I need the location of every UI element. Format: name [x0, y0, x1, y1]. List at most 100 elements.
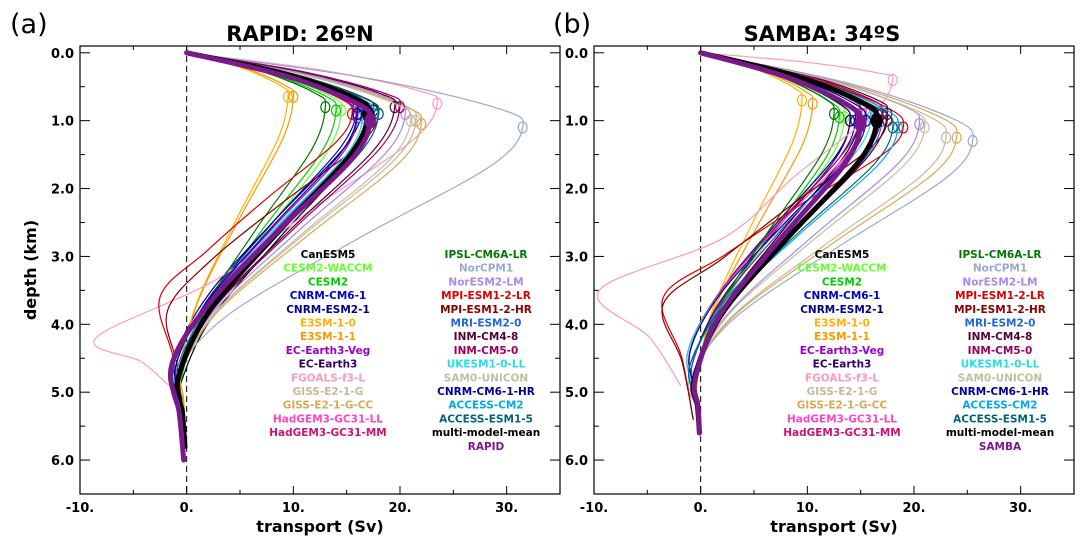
y-axis-label: depth (km): [21, 220, 40, 320]
legend-entry: CNRM-CM6-1-HR: [951, 386, 1049, 398]
legend-entry: MRI-ESM2-0: [965, 318, 1036, 330]
series-line-fgoals-f3-l: [93, 52, 439, 386]
legend-entry: NorESM2-LM: [448, 276, 523, 288]
legend-entry: NorCPM1: [459, 263, 513, 275]
legend-entry: INM-CM5-0: [454, 345, 519, 357]
x-tick-label: -10.: [66, 501, 94, 516]
x-tick-label: 10.: [282, 501, 305, 516]
panel-label: (b): [553, 9, 591, 40]
peak-marker-ipsl-cm6a-lr: [320, 100, 331, 114]
legend-entry: E3SM-1-0: [814, 318, 870, 330]
legend-entry: MPI-ESM1-2-LR: [441, 290, 531, 302]
peak-marker-cesm2: [330, 104, 342, 117]
x-tick-label: 30.: [495, 501, 518, 516]
legend-entry: CNRM-CM6-1-HR: [437, 386, 535, 398]
peak-marker-giss-e2-1-g: [940, 131, 952, 144]
legend-entry: CNRM-CM6-1: [290, 290, 367, 302]
peak-marker-norcpm1: [517, 121, 528, 134]
series-line-norcpm1: [687, 52, 974, 434]
peak-marker-cnrm-cm6-1-hr: [352, 107, 363, 120]
legend-entry: E3SM-1-1: [300, 331, 356, 343]
legend-entry: multi-model-mean: [432, 427, 540, 439]
legend-entry: SAM0-UNICON: [444, 372, 528, 384]
legend-entry: EC-Earth3-Veg: [286, 345, 371, 357]
y-tick-label: 4.0: [565, 318, 588, 333]
peak-marker-inm-cm4-8: [389, 100, 400, 114]
legend-entry: ACCESS-CM2: [448, 400, 523, 412]
peak-marker-noresm2-lm: [914, 117, 925, 131]
panel-samba: (b) SAMBA: 34ºS -10. 0. 10. 20. 30. 0.0 1.0 2.0 3.…: [553, 9, 1075, 536]
legend-entry: SAM0-UNICON: [958, 372, 1042, 384]
x-tick-label: 30.: [1009, 501, 1032, 516]
x-axis-label: transport (Sv): [256, 517, 383, 536]
peak-marker-e3sm-1-0: [796, 94, 808, 107]
peak-marker-access-esm1-5: [887, 121, 898, 134]
x-tick-label: 0.: [694, 501, 708, 516]
x-tick-label: -10.: [580, 501, 608, 516]
legend-entry: E3SM-1-1: [814, 331, 870, 343]
x-tick-label: 20.: [902, 501, 925, 516]
series-line-samba: [691, 50, 864, 436]
peak-marker-e3sm-1-1: [807, 97, 818, 110]
legend-entry: HadGEM3-GC31-LL: [787, 413, 897, 425]
y-tick-label: 1.0: [51, 115, 74, 130]
legend-entry: MPI-ESM1-2-LR: [955, 290, 1045, 302]
legend-entry: NorCPM1: [973, 263, 1027, 275]
peak-marker-samba: [854, 116, 867, 133]
legend-entry: ACCESS-ESM1-5: [953, 413, 1047, 425]
y-tick-label: 0.0: [51, 47, 74, 62]
x-tick-label: 0.: [180, 501, 194, 516]
legend-entry: MPI-ESM1-2-HR: [954, 304, 1046, 316]
legend-entry: SAMBA: [979, 441, 1022, 453]
legend-entry: FGOALS-f3-L: [291, 372, 365, 384]
y-tick-label: 6.0: [51, 454, 74, 469]
y-tick-label: 5.0: [565, 386, 588, 401]
legend-entry: RAPID: [468, 441, 505, 453]
peak-marker-inm-cm5-0: [394, 100, 406, 114]
y-tick-label: 2.0: [51, 183, 74, 198]
legend-entry: ACCESS-ESM1-5: [439, 413, 533, 425]
legend-entry: GISS-E2-1-G-CC: [797, 400, 888, 412]
series-group: [93, 50, 528, 463]
legend-entry: CESM2: [308, 276, 348, 288]
legend-entry: INM-CM5-0: [968, 345, 1033, 357]
plot-frame: [79, 45, 561, 495]
y-tick-label: 6.0: [565, 454, 588, 469]
peak-marker-cesm2: [834, 111, 845, 124]
peak-marker-sam0-unicon: [919, 121, 930, 134]
legend-entry: CanESM5: [815, 249, 870, 261]
panel-label: (a): [10, 9, 48, 40]
legend-entry: ACCESS-CM2: [962, 400, 1037, 412]
chart-title: RAPID: 26ºN: [226, 22, 373, 46]
series-group: [596, 50, 978, 436]
peak-marker-e3sm-1-0: [282, 90, 294, 104]
legend-entry: multi-model-mean: [946, 427, 1054, 439]
peak-marker-giss-e2-1-g-cc: [951, 131, 962, 144]
x-tick-label: 20.: [388, 501, 411, 516]
legend-entry: EC-Earth3: [299, 359, 358, 371]
legend-entry: HadGEM3-GC31-MM: [783, 427, 900, 439]
peak-marker-rapid: [364, 112, 377, 129]
legend-entry: UKESM1-0-LL: [961, 359, 1040, 371]
x-axis-label: transport (Sv): [770, 517, 897, 536]
legend-entry: GISS-E2-1-G: [293, 386, 364, 398]
y-tick-label: 2.0: [565, 183, 588, 198]
legend-entry: EC-Earth3: [813, 359, 872, 371]
legend-entry: INM-CM4-8: [454, 331, 519, 343]
y-tick-label: 0.0: [565, 47, 588, 62]
peak-marker-norcpm1: [967, 134, 978, 148]
peak-marker-cesm2-waccm: [336, 104, 347, 117]
legend-entry: CESM2-WACCM: [797, 263, 886, 275]
series-line-rapid: [168, 50, 373, 463]
peak-marker-cesm2-waccm: [839, 111, 850, 124]
legend-entry: IPSL-CM6A-LR: [959, 249, 1042, 261]
legend-entry: FGOALS-f3-L: [805, 372, 879, 384]
peak-marker-sam0-unicon: [405, 114, 416, 127]
legend-entry: EC-Earth3-Veg: [800, 345, 885, 357]
peak-marker-giss-e2-1-g-cc: [416, 117, 427, 131]
peak-marker-giss-e2-1-g: [410, 114, 422, 127]
legend-entry: CNRM-ESM2-1: [800, 304, 884, 316]
legend-entry: MPI-ESM1-2-HR: [440, 304, 532, 316]
peak-marker-access-esm1-5: [373, 107, 384, 120]
